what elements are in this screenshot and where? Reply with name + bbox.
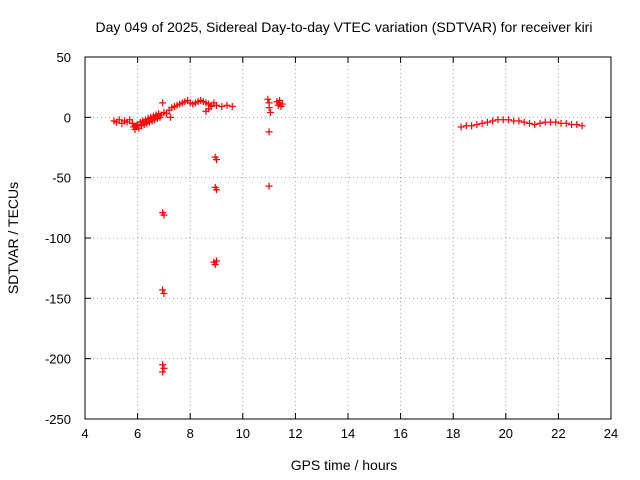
data-point	[562, 119, 570, 127]
x-tick-label: 4	[81, 426, 88, 441]
x-tick-label: 10	[236, 426, 250, 441]
data-point	[126, 116, 134, 124]
data-point	[163, 110, 171, 118]
x-tick-label: 12	[288, 426, 302, 441]
y-tick-label: -50	[52, 171, 71, 186]
data-point	[266, 109, 274, 117]
x-tick-label: 24	[604, 426, 618, 441]
data-point	[573, 121, 581, 129]
data-point	[468, 122, 476, 130]
data-point	[525, 119, 533, 127]
data-point	[223, 101, 231, 109]
data-point	[213, 156, 220, 164]
data-point	[160, 290, 168, 298]
y-tick-label: -100	[45, 231, 71, 246]
data-point	[213, 186, 220, 194]
data-point	[265, 128, 273, 136]
x-tick-label: 18	[446, 426, 460, 441]
data-point	[483, 118, 491, 126]
data-point	[536, 119, 544, 127]
x-tick-label: 16	[393, 426, 407, 441]
y-tick-labels: 50 0 -50 -100 -150 -200 -250	[45, 50, 71, 427]
grid	[85, 57, 611, 419]
data-point	[160, 211, 168, 219]
data-point	[159, 368, 167, 376]
y-tick-label: -150	[45, 291, 71, 306]
data-point	[265, 104, 273, 112]
data-point	[489, 117, 497, 125]
data-point	[213, 257, 220, 265]
y-tick-label: -200	[45, 352, 71, 367]
x-tick-label: 8	[187, 426, 194, 441]
data-point	[218, 102, 226, 110]
data-point	[531, 121, 539, 129]
data-point	[128, 119, 136, 127]
chart-title: Day 049 of 2025, Sidereal Day-to-day VTE…	[96, 19, 593, 35]
x-tick-label: 6	[134, 426, 141, 441]
data-point	[159, 361, 167, 369]
data-point	[473, 121, 481, 129]
axis-ticks	[84, 56, 612, 420]
data-point	[478, 119, 486, 127]
data-point	[552, 118, 560, 126]
data-point	[520, 118, 528, 126]
data-point	[166, 113, 174, 121]
data-point	[276, 96, 284, 104]
data-point	[160, 364, 168, 372]
y-axis-label: SDTVAR / TECUs	[5, 182, 21, 294]
data-points	[110, 95, 586, 376]
x-tick-label: 22	[551, 426, 565, 441]
x-tick-labels: 4 6 8 10 12 14 16 18 20 22 24	[81, 426, 618, 441]
data-point	[265, 182, 273, 190]
y-tick-label: -250	[45, 412, 71, 427]
data-point	[457, 123, 465, 131]
data-point	[228, 102, 236, 110]
x-axis-label: GPS time / hours	[291, 457, 398, 473]
y-tick-label: 50	[57, 50, 71, 65]
data-point	[578, 122, 586, 130]
data-point	[264, 95, 272, 103]
data-point	[504, 116, 512, 124]
y-tick-label: 0	[64, 110, 71, 125]
data-point	[115, 116, 123, 124]
data-point	[131, 125, 139, 133]
x-tick-label: 14	[341, 426, 355, 441]
data-point	[207, 102, 215, 110]
data-point	[213, 101, 220, 109]
data-point	[211, 261, 219, 269]
data-point	[515, 117, 523, 125]
data-point	[159, 99, 167, 107]
data-point	[278, 100, 286, 108]
data-point	[159, 286, 167, 294]
x-tick-label: 20	[499, 426, 513, 441]
